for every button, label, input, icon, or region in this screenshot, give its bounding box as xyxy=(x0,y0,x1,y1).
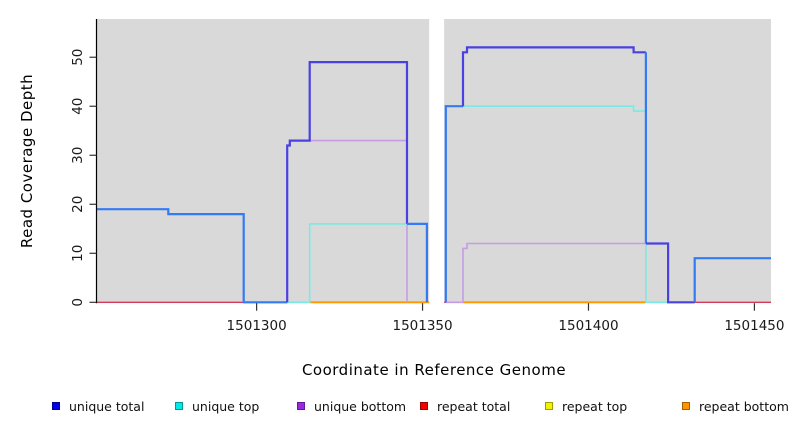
series-unique-top xyxy=(287,223,427,304)
no-data-gap xyxy=(429,18,445,305)
series-unique-total xyxy=(461,46,646,107)
y-tick-label: 30 xyxy=(70,147,86,164)
legend-item-unique-bottom: unique bottom xyxy=(297,397,406,415)
legend-item-unique-total: unique total xyxy=(52,397,144,415)
legend-label: unique bottom xyxy=(314,398,407,414)
x-tick-label: 1501400 xyxy=(558,318,618,334)
series-unique-total xyxy=(444,105,463,303)
legend-label: unique top xyxy=(192,398,260,414)
legend-label: repeat total xyxy=(437,398,511,414)
legend-item-unique-top: unique top xyxy=(175,397,259,415)
repeat-total-swatch-icon xyxy=(420,402,428,410)
repeat-top-swatch-icon xyxy=(545,402,553,410)
y-tick-label: 40 xyxy=(70,98,86,115)
x-tick-label: 1501350 xyxy=(392,318,452,334)
series-unique-total xyxy=(407,222,428,303)
series-unique-top xyxy=(445,105,669,304)
y-tick-label: 10 xyxy=(70,245,86,262)
series-unique-total xyxy=(645,242,695,304)
y-tick-label: 0 xyxy=(70,298,86,307)
unique-bottom-swatch-icon xyxy=(297,402,305,410)
x-tick-label: 1501300 xyxy=(227,318,287,334)
legend-item-repeat-total: repeat total xyxy=(420,397,510,415)
series-unique-total xyxy=(693,257,771,303)
legend-label: repeat top xyxy=(562,398,628,414)
series-unique-total xyxy=(286,61,409,303)
legend-label: unique total xyxy=(69,398,145,414)
x-axis-title: Coordinate in Reference Genome xyxy=(301,361,567,379)
repeat-bottom-swatch-icon xyxy=(682,402,690,410)
legend-item-repeat-bottom: repeat bottom xyxy=(682,397,789,415)
legend: unique total unique top unique bottom re… xyxy=(0,397,792,417)
y-axis-title: Read Coverage Depth xyxy=(18,73,36,249)
y-tick-label: 20 xyxy=(70,196,86,213)
unique-top-swatch-icon xyxy=(175,402,183,410)
x-tick-label: 1501450 xyxy=(724,318,784,334)
unique-total-swatch-icon xyxy=(52,402,60,410)
legend-item-repeat-top: repeat top xyxy=(545,397,627,415)
y-tick-label: 50 xyxy=(70,49,86,66)
legend-label: repeat bottom xyxy=(699,398,789,414)
series-unique-total xyxy=(97,208,288,304)
